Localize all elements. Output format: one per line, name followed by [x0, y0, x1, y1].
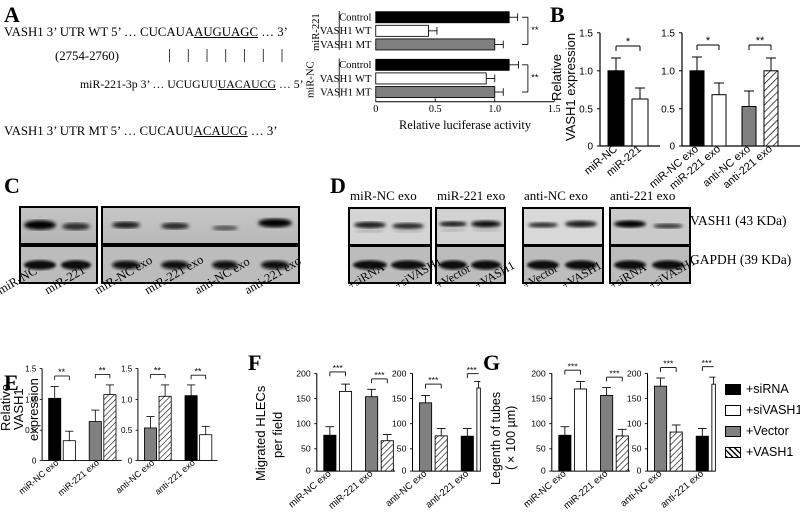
svg-text:50: 50 — [632, 444, 642, 454]
svg-text:**: ** — [195, 366, 202, 376]
svg-text:150: 150 — [392, 393, 407, 403]
svg-text:1.5: 1.5 — [121, 365, 133, 374]
svg-text:1.0: 1.0 — [579, 67, 593, 78]
svg-text:Control: Control — [339, 13, 371, 24]
svg-text:***: *** — [467, 365, 478, 375]
svg-text:**: ** — [531, 73, 539, 83]
svg-text:***: *** — [663, 359, 674, 369]
svg-text:50: 50 — [397, 444, 407, 454]
svg-text:100: 100 — [531, 419, 546, 429]
svg-text:miR-221: miR-221 — [311, 13, 322, 51]
svg-text:0: 0 — [306, 466, 311, 476]
svg-text:***: *** — [374, 370, 385, 380]
svg-text:**: ** — [154, 366, 161, 376]
svg-text:100: 100 — [392, 419, 407, 429]
svg-text:***: *** — [609, 368, 620, 378]
svg-text:1.0: 1.0 — [488, 104, 501, 115]
svg-text:miR-NC: miR-NC — [306, 61, 317, 98]
svg-text:Relative luciferase activity: Relative luciferase activity — [399, 118, 532, 132]
svg-text:Control: Control — [339, 60, 371, 71]
svg-text:0: 0 — [32, 456, 37, 465]
svg-text:200: 200 — [627, 368, 642, 378]
svg-text:0.5: 0.5 — [661, 105, 675, 116]
svg-text:0: 0 — [402, 466, 407, 476]
svg-text:200: 200 — [392, 368, 407, 378]
svg-text:100: 100 — [627, 419, 642, 429]
svg-text:0: 0 — [587, 142, 593, 153]
svg-text:0.5: 0.5 — [429, 104, 442, 115]
svg-text:**: ** — [58, 367, 65, 377]
svg-text:150: 150 — [296, 393, 311, 403]
svg-text:1.5: 1.5 — [661, 29, 675, 40]
svg-text:**: ** — [531, 25, 539, 35]
svg-text:***: *** — [568, 361, 579, 371]
svg-text:VASH1 MT: VASH1 MT — [320, 40, 372, 51]
svg-text:1.0: 1.0 — [661, 67, 675, 78]
svg-text:*: * — [626, 36, 631, 48]
svg-text:150: 150 — [627, 393, 642, 403]
svg-text:0.5: 0.5 — [579, 105, 593, 116]
svg-text:0.5: 0.5 — [121, 426, 133, 435]
svg-text:150: 150 — [531, 393, 546, 403]
svg-text:0: 0 — [669, 142, 675, 153]
svg-text:VASH1 WT: VASH1 WT — [320, 74, 372, 85]
svg-text:100: 100 — [296, 419, 311, 429]
svg-text:**: ** — [756, 35, 765, 47]
svg-text:50: 50 — [536, 444, 546, 454]
svg-text:0: 0 — [637, 466, 642, 476]
svg-text:VASH1 MT: VASH1 MT — [320, 87, 372, 98]
svg-text:0: 0 — [128, 456, 133, 465]
svg-text:***: *** — [333, 363, 344, 373]
svg-text:200: 200 — [531, 368, 546, 378]
svg-text:1.5: 1.5 — [579, 29, 593, 40]
svg-text:0: 0 — [541, 466, 546, 476]
svg-text:0: 0 — [373, 104, 378, 115]
svg-text:***: *** — [428, 375, 439, 385]
svg-text:VASH1 WT: VASH1 WT — [320, 26, 372, 37]
svg-text:**: ** — [99, 366, 106, 376]
svg-text:*: * — [706, 35, 711, 47]
svg-text:***: *** — [702, 358, 713, 368]
svg-text:1.0: 1.0 — [121, 395, 133, 404]
svg-text:50: 50 — [301, 444, 311, 454]
svg-text:200: 200 — [296, 368, 311, 378]
